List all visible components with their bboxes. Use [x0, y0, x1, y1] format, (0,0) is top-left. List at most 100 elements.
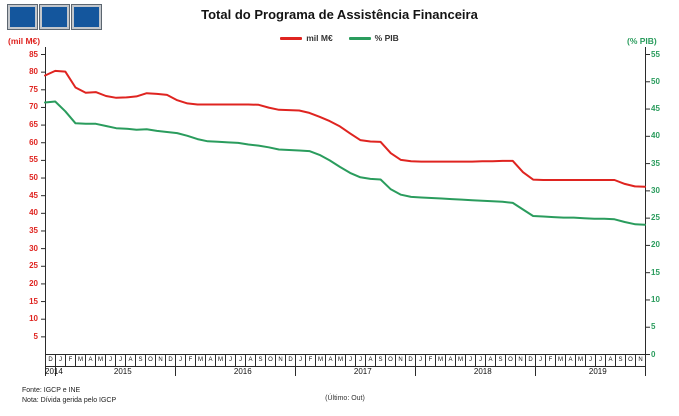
right-axis-tick-label: 15 [651, 267, 660, 277]
x-axis-month-label: M [336, 355, 346, 366]
chart-footnotes: Fonte: IGCP e INE Nota: Dívida gerida pe… [22, 386, 116, 406]
x-axis-year-row: 2014 2015 2016 2017 2018 2019 [45, 367, 646, 378]
x-axis-month-label: O [506, 355, 516, 366]
right-axis-tick-label: 20 [651, 240, 660, 250]
x-axis-month-label: M [76, 355, 86, 366]
x-axis-month-label: J [116, 355, 126, 366]
x-axis-month-label: O [146, 355, 156, 366]
left-axis-tick-label: 5 [33, 331, 38, 341]
right-axis-tick-label: 10 [651, 294, 660, 304]
x-axis-month-label: M [456, 355, 466, 366]
chart-legend: mil M€ % PIB [0, 33, 679, 43]
legend-label: % PIB [374, 33, 399, 43]
x-axis-caption: (Último: Out) [325, 395, 365, 402]
right-axis-tick-label: 30 [651, 185, 660, 195]
x-axis-month-label: N [156, 355, 166, 366]
x-axis-month-label: O [626, 355, 636, 366]
x-axis-month-label: D [166, 355, 176, 366]
x-axis-month-label: S [376, 355, 386, 366]
legend-label: mil M€ [306, 33, 333, 43]
x-axis-month-label: A [566, 355, 576, 366]
x-axis-year-label: 2019 [588, 367, 607, 376]
x-axis-month-label: A [246, 355, 256, 366]
x-axis-month-label: N [276, 355, 286, 366]
x-axis-month-label: J [346, 355, 356, 366]
x-axis-month-label: J [536, 355, 546, 366]
left-axis-tick-label: 65 [29, 120, 38, 130]
x-axis-month-label: S [496, 355, 506, 366]
methodology-note: Nota: Dívida gerida pelo IGCP [22, 397, 117, 404]
x-axis-month-label: N [396, 355, 406, 366]
chart-title: Total do Programa de Assistência Finance… [201, 7, 478, 22]
x-axis-month-label: N [516, 355, 526, 366]
x-axis-month-label: J [356, 355, 366, 366]
right-axis-tick-label: 5 [651, 322, 656, 332]
x-axis-month-label: F [306, 355, 316, 366]
x-axis-month-label: J [296, 355, 306, 366]
logo-square-icon [71, 4, 102, 30]
right-axis-tick-label: 55 [651, 49, 660, 59]
x-axis-month-label: A [446, 355, 456, 366]
x-axis-month-label: O [386, 355, 396, 366]
left-axis-tick-label: 60 [29, 137, 38, 147]
left-axis-tick-label: 15 [29, 296, 38, 306]
x-axis-month-label: J [586, 355, 596, 366]
legend-line-swatch-red [280, 36, 303, 40]
x-axis-month-label: M [96, 355, 106, 366]
x-axis-month-label: S [136, 355, 146, 366]
left-axis-tick-label: 75 [29, 84, 38, 94]
x-axis-month-label: A [126, 355, 136, 366]
left-axis-tick-label: 30 [29, 243, 38, 253]
right-axis-tick-label: 0 [651, 349, 656, 359]
x-axis-month-label: A [206, 355, 216, 366]
x-axis-month-label: F [186, 355, 196, 366]
right-axis-unit-label: (% PIB) [627, 36, 657, 46]
left-axis-tick-label: 25 [29, 261, 38, 271]
left-axis-tick-label: 70 [29, 102, 38, 112]
left-axis-tick-label: 10 [29, 314, 38, 324]
series-line-pib [44, 100, 646, 226]
right-axis-tick-label: 25 [651, 213, 660, 223]
left-axis-tick-label: 45 [29, 190, 38, 200]
left-axis-tick-label: 35 [29, 225, 38, 235]
x-axis-month-label: J [226, 355, 236, 366]
x-axis-year-label: 2015 [113, 367, 132, 376]
right-axis-tick-label: 50 [651, 76, 660, 86]
x-axis-month-label: N [636, 355, 646, 366]
x-axis-year-label: 2017 [353, 367, 372, 376]
x-axis-month-label: J [176, 355, 186, 366]
left-axis-tick-label: 20 [29, 278, 38, 288]
right-axis-tick-label: 35 [651, 158, 660, 168]
x-axis-month-label: A [326, 355, 336, 366]
left-axis-unit-label: (mil M€) [8, 36, 41, 46]
x-axis-month-label: M [316, 355, 326, 366]
logo-square-icon [39, 4, 70, 30]
x-axis-month-label: S [256, 355, 266, 366]
x-axis-month-label: D [46, 355, 56, 366]
x-axis-month-label: F [426, 355, 436, 366]
left-axis-tick-label: 40 [29, 208, 38, 218]
x-axis-month-label: A [486, 355, 496, 366]
banco-de-portugal-logo [7, 4, 102, 30]
logo-square-icon [7, 4, 38, 30]
x-axis-month-label: D [526, 355, 536, 366]
x-axis-month-label: J [466, 355, 476, 366]
left-axis-tick-label: 50 [29, 173, 38, 183]
x-axis-month-label: A [606, 355, 616, 366]
right-axis-tick-label: 45 [651, 104, 660, 114]
x-axis-month-label: D [286, 355, 296, 366]
x-axis-month-label: D [406, 355, 416, 366]
x-axis-year-label: 2018 [473, 367, 492, 376]
left-axis-tick-label: 85 [29, 49, 38, 59]
x-axis-month-label: M [556, 355, 566, 366]
x-axis-month-label: J [476, 355, 486, 366]
x-axis-month-label: J [416, 355, 426, 366]
x-axis-month-label: M [576, 355, 586, 366]
x-axis-month-label: J [596, 355, 606, 366]
left-axis-tick-label: 55 [29, 155, 38, 165]
left-axis-tick-label: 80 [29, 67, 38, 77]
x-axis-month-label: A [86, 355, 96, 366]
x-axis-year-label: 2014 [45, 367, 63, 376]
